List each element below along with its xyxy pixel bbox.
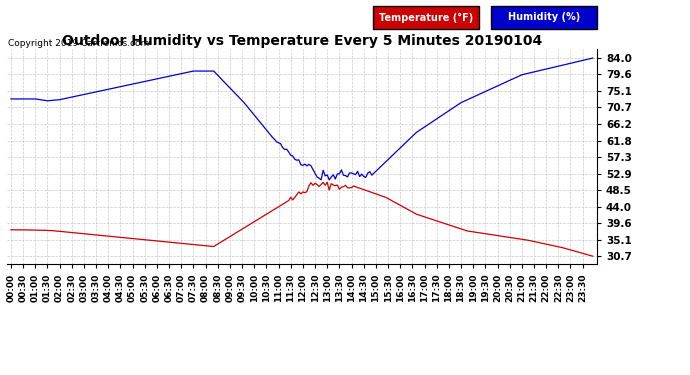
FancyBboxPatch shape xyxy=(373,6,479,29)
Title: Outdoor Humidity vs Temperature Every 5 Minutes 20190104: Outdoor Humidity vs Temperature Every 5 … xyxy=(61,34,542,48)
Text: Copyright 2019 Cartronics.com: Copyright 2019 Cartronics.com xyxy=(8,39,150,48)
Text: Humidity (%): Humidity (%) xyxy=(508,12,580,22)
FancyBboxPatch shape xyxy=(491,6,597,29)
Text: Temperature (°F): Temperature (°F) xyxy=(379,12,473,22)
